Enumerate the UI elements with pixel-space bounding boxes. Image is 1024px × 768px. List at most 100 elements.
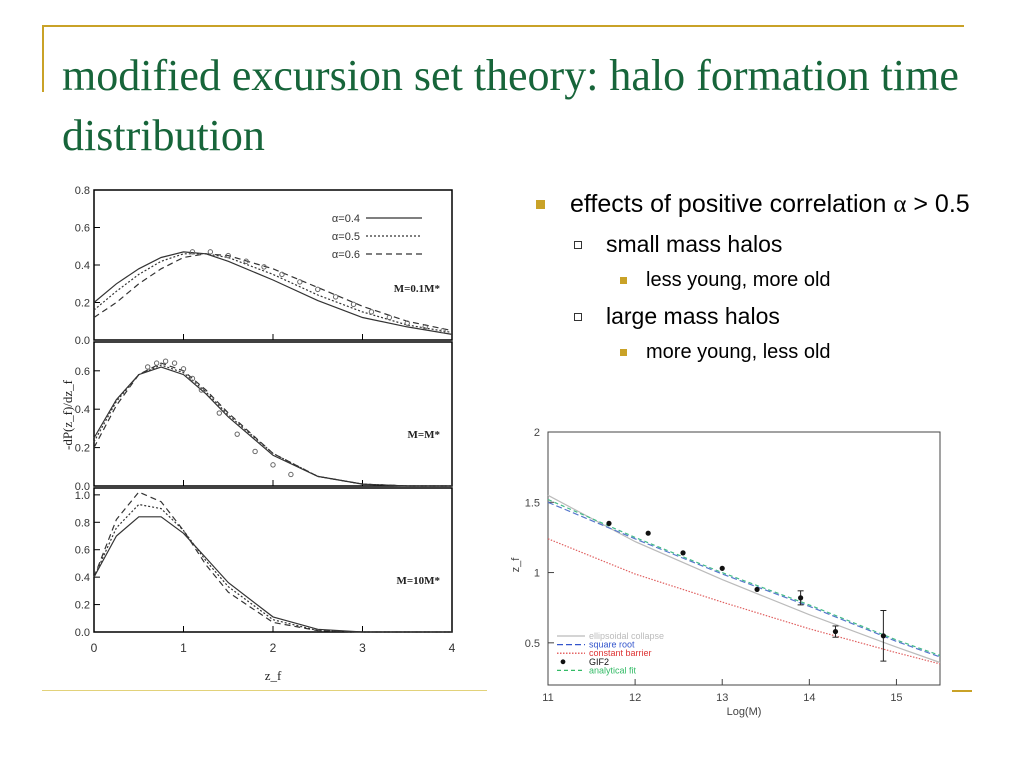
data-point (207, 249, 214, 255)
legend-label: α=0.6 (332, 249, 360, 261)
data-point (261, 264, 267, 270)
x-tick-label: 13 (716, 692, 728, 704)
series-line (93, 251, 453, 335)
data-point (270, 462, 276, 468)
legend-label: GIF2 (589, 657, 609, 667)
plot-frame (547, 431, 941, 686)
sub-sub-bullet-marker (620, 277, 627, 284)
y-tick-label: 0.6 (75, 223, 90, 235)
y-tick-label: 1.5 (525, 497, 540, 509)
y-axis-label: -dP(z_f)/dz_f (62, 379, 75, 450)
data-point (189, 249, 196, 255)
bullet-text: small mass halos (606, 231, 783, 257)
x-tick-label: 14 (803, 692, 815, 704)
alpha-symbol: α (893, 191, 907, 218)
y-tick-label: 0.5 (525, 638, 540, 650)
data-point (315, 286, 321, 293)
y-tick-label: 0.8 (75, 517, 90, 529)
x-tick-label: 0 (91, 641, 98, 655)
series-line (93, 362, 452, 487)
data-point (350, 301, 357, 308)
panel-frame (93, 341, 453, 487)
data-point (279, 271, 285, 278)
legend-label: α=0.5 (332, 231, 360, 243)
x-tick-label: 15 (890, 692, 902, 704)
x-tick-label: 11 (542, 692, 553, 704)
x-tick-label: 2 (270, 641, 277, 655)
x-tick-label: 4 (449, 641, 456, 655)
bullet-list: effects of positive correlation α > 0.5 … (536, 188, 986, 365)
data-point (180, 366, 187, 372)
data-point (198, 387, 205, 393)
y-tick-label: 0.2 (75, 298, 90, 310)
data-point (754, 586, 760, 593)
series-line (93, 503, 452, 633)
footer-rule-right (952, 690, 972, 692)
legend-swatch (560, 659, 566, 665)
title-rule (42, 25, 964, 27)
series-line (547, 498, 941, 657)
data-point (297, 279, 303, 285)
series-line (547, 494, 941, 664)
bullet-positive-correlation: effects of positive correlation α > 0.5 (536, 188, 986, 221)
x-tick-label: 12 (629, 692, 641, 704)
y-axis-label: z_f (510, 557, 522, 573)
y-tick-label: 0.6 (75, 366, 90, 378)
data-point (243, 258, 249, 264)
data-point (225, 252, 231, 259)
series-line (93, 253, 453, 332)
series-line (93, 366, 452, 487)
data-point (171, 360, 178, 366)
title-side-rule (42, 25, 44, 92)
data-point (680, 550, 686, 556)
panel-frame (93, 189, 453, 341)
y-tick-label: 0.2 (75, 600, 90, 612)
bullet-text: more young, less old (646, 341, 831, 363)
x-tick-label: 3 (359, 641, 366, 655)
data-point (422, 324, 428, 330)
legend-label: constant barrier (589, 648, 652, 658)
y-tick-label: 0.0 (75, 481, 90, 493)
y-tick-label: 0.4 (75, 572, 90, 584)
data-point (189, 375, 196, 382)
footer-rule-left (42, 690, 487, 691)
bullet-large-mass: large mass halos (536, 301, 986, 331)
y-tick-label: 1 (534, 568, 540, 580)
legend-label: α=0.4 (332, 213, 360, 225)
bullet-text: effects of positive correlation (570, 190, 894, 218)
y-tick-label: 0.0 (75, 627, 90, 639)
legend-label: ellipsoidal collapse (589, 631, 664, 641)
x-axis-label: z_f (265, 668, 282, 683)
data-point (216, 410, 223, 416)
y-tick-label: 0.0 (75, 335, 90, 347)
sub-sub-bullet-marker (620, 349, 627, 356)
bullet-marker (536, 200, 545, 209)
data-point (798, 595, 804, 601)
y-tick-label: 0.4 (75, 404, 90, 416)
data-point (234, 431, 240, 437)
data-point (386, 314, 393, 321)
y-tick-label: 0.4 (75, 260, 90, 272)
data-point (832, 628, 839, 635)
series-line (547, 501, 941, 658)
y-tick-label: 1.0 (75, 490, 90, 502)
bullet-tail: > 0.5 (906, 190, 970, 218)
y-tick-label: 0.8 (75, 185, 90, 197)
data-point (162, 358, 169, 364)
data-point (404, 320, 410, 326)
data-point (145, 364, 151, 370)
data-point (440, 327, 446, 334)
data-point (645, 530, 651, 536)
sub-bullet-marker (574, 241, 582, 249)
panel-mass-label: M=M* (407, 429, 440, 441)
data-point (153, 360, 160, 366)
zf-vs-mass-chart: 0.5 1 1.5 2 11 12 13 14 15 ellipsoidal collapsesq… (510, 427, 941, 718)
data-point (719, 565, 725, 571)
bullet-large-mass-sub: more young, less old (536, 339, 986, 365)
data-point (252, 448, 258, 455)
y-tick-label: 0.2 (75, 443, 90, 455)
bullet-text: large mass halos (606, 303, 780, 329)
bullet-text: less young, more old (646, 269, 831, 291)
panel-mass-label: M=10M* (396, 575, 440, 587)
data-point (368, 309, 375, 315)
